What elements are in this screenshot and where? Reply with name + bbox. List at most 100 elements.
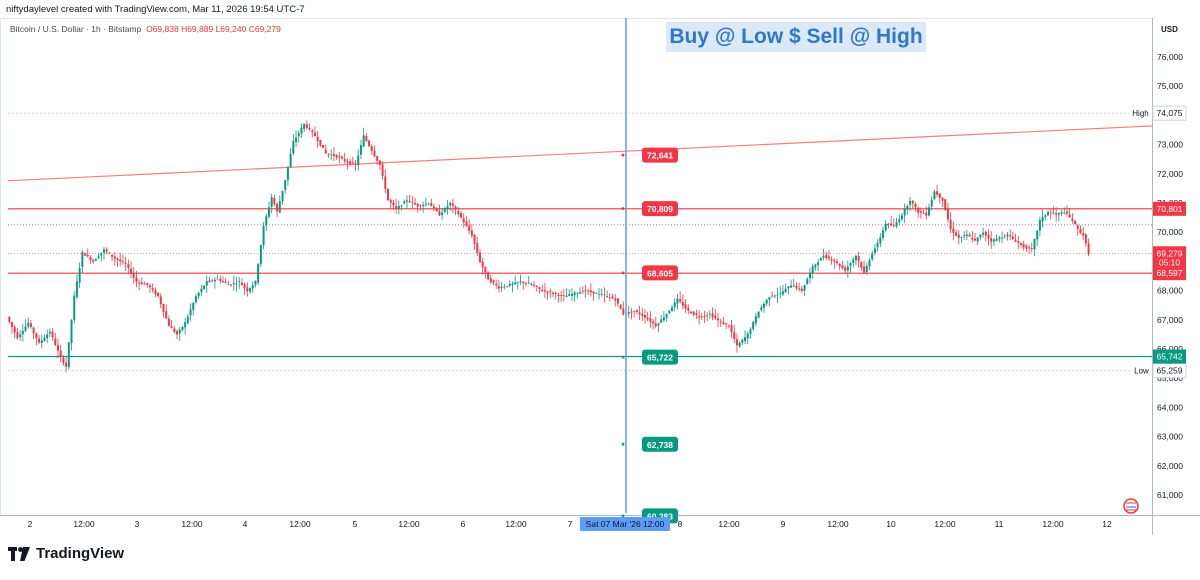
candle-body [746, 333, 749, 339]
level-price-badge-text: 70,801 [1157, 204, 1183, 214]
candle-body [365, 135, 368, 141]
candle-body [606, 295, 609, 297]
candle-body [1071, 218, 1074, 221]
candle-body [338, 156, 341, 158]
candle-body [576, 293, 579, 295]
candle-body [1082, 233, 1085, 236]
candle-body [503, 286, 506, 288]
us-flag-icon[interactable] [1123, 498, 1139, 514]
candle-body [432, 206, 435, 208]
candle-body [351, 162, 354, 164]
candle-body [568, 294, 571, 296]
candle-body [630, 311, 633, 313]
candle-body [441, 212, 444, 215]
candle-body [189, 309, 192, 316]
candle-body [216, 278, 219, 280]
candle-body [717, 318, 720, 321]
candle-body [457, 211, 460, 215]
candle-body [308, 128, 311, 130]
candle-body [1047, 211, 1050, 216]
cursor-price-tag[interactable] [642, 147, 678, 163]
candle-body [419, 205, 422, 207]
candle-body [97, 256, 100, 259]
level-price-badge[interactable] [1153, 266, 1186, 281]
low-label: Low [1134, 367, 1149, 376]
candle-body [614, 298, 617, 301]
price-tick-label: 66,000 [1157, 344, 1183, 354]
candle-body [40, 340, 43, 343]
candle-body [408, 200, 411, 203]
price-tick-label: 76,000 [1157, 52, 1183, 62]
candle-body [668, 310, 671, 314]
candle-body [976, 237, 979, 242]
candle-body [508, 283, 511, 286]
cursor-dot [621, 442, 625, 446]
candle-body [1033, 239, 1036, 250]
price-tick-label: 65,000 [1157, 373, 1183, 383]
candle-body [727, 325, 730, 327]
cursor-price-tag[interactable] [642, 265, 678, 281]
price-tick-label: 61,000 [1157, 490, 1183, 500]
plot-frame [0, 18, 1153, 516]
candle-body [546, 291, 549, 293]
time-tick-label: 12:00 [827, 519, 849, 529]
candle-body [381, 164, 384, 176]
candle-body [481, 261, 484, 268]
cursor-price-tag[interactable] [642, 201, 678, 217]
candle-body [562, 295, 565, 296]
candle-body [992, 239, 995, 242]
candle-body [1084, 234, 1087, 244]
candle-body [760, 307, 763, 311]
current-price-badge[interactable] [1153, 246, 1186, 269]
candle-body [984, 231, 987, 236]
candle-body [1052, 213, 1055, 215]
candle-body [757, 311, 760, 318]
candle-body [257, 264, 260, 283]
candle-body [1087, 243, 1090, 255]
candle-body [871, 253, 874, 260]
candle-body [914, 203, 917, 208]
candle-body [284, 179, 287, 190]
candle-body [611, 296, 614, 299]
candle-body [343, 158, 346, 162]
candle-body [157, 292, 160, 297]
cursor-price-tag-text: 65,722 [647, 353, 673, 363]
time-tick-label: 12:00 [1042, 519, 1064, 529]
candle-body [384, 176, 387, 190]
candle-body [597, 293, 600, 295]
candle-body [773, 295, 776, 297]
candle-body [19, 334, 22, 337]
candle-body [43, 337, 46, 341]
candle-body [357, 155, 360, 165]
candle-body [1057, 213, 1060, 215]
candle-body [754, 316, 757, 324]
candle-body [462, 218, 465, 223]
candle-body [78, 267, 81, 283]
candle-body [911, 200, 914, 204]
candle-body [273, 197, 276, 205]
candle-body [1074, 220, 1077, 225]
tradingview-logo[interactable]: TradingView [8, 545, 124, 562]
symbol-name[interactable]: Bitcoin / U.S. Dollar · 1h · Bitstamp [10, 24, 142, 34]
candle-body [649, 318, 652, 322]
cursor-price-tag[interactable] [642, 436, 678, 452]
candle-body [178, 329, 181, 334]
level-price-badge[interactable] [1153, 349, 1186, 364]
candle-body [795, 286, 798, 289]
candle-body [56, 345, 59, 351]
price-tick-label: 63,000 [1157, 432, 1183, 442]
candle-body [960, 237, 963, 239]
candle-body [354, 164, 357, 166]
level-price-badge[interactable] [1153, 201, 1186, 216]
currency-label[interactable]: USD [1161, 25, 1178, 34]
cursor-price-tag[interactable] [642, 349, 678, 365]
candle-body [635, 310, 638, 313]
candle-body [822, 255, 825, 258]
candle-body [833, 260, 836, 262]
time-tick-label: 12 [1102, 519, 1112, 529]
candle-body [451, 203, 454, 206]
cursor-time-badge [580, 517, 670, 531]
trendline[interactable] [7, 125, 1153, 182]
